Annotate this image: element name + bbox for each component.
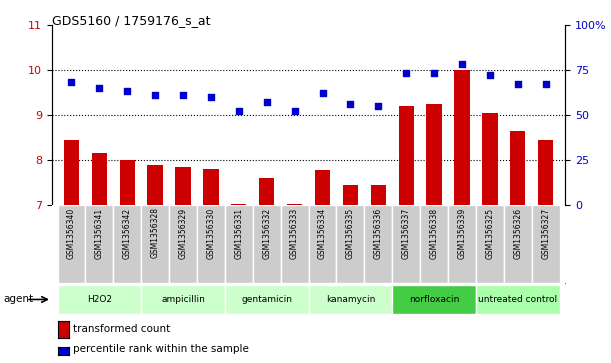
Text: kanamycin: kanamycin <box>326 295 375 304</box>
Point <box>485 72 495 78</box>
Bar <box>197 205 225 283</box>
Bar <box>175 167 191 205</box>
Text: untreated control: untreated control <box>478 295 557 304</box>
Text: norfloxacin: norfloxacin <box>409 295 459 304</box>
Bar <box>231 204 246 205</box>
Bar <box>225 205 253 283</box>
Bar <box>510 131 525 205</box>
Bar <box>343 185 358 205</box>
Bar <box>120 160 135 205</box>
Bar <box>398 106 414 205</box>
Bar <box>392 285 476 314</box>
Text: GSM1356338: GSM1356338 <box>430 207 439 258</box>
Text: GSM1356341: GSM1356341 <box>95 207 104 258</box>
Text: H2O2: H2O2 <box>87 295 112 304</box>
Point <box>345 101 355 107</box>
Bar <box>92 154 107 205</box>
Bar <box>538 140 554 205</box>
Text: GSM1356329: GSM1356329 <box>178 207 188 258</box>
Point <box>401 70 411 76</box>
Text: GSM1356326: GSM1356326 <box>513 207 522 258</box>
Text: GSM1356325: GSM1356325 <box>485 207 494 258</box>
Text: GSM1356330: GSM1356330 <box>207 207 216 259</box>
Text: GSM1356339: GSM1356339 <box>458 207 466 259</box>
Bar <box>280 205 309 283</box>
Bar <box>57 285 141 314</box>
Bar <box>141 285 225 314</box>
Bar <box>315 170 330 205</box>
Point <box>67 79 76 85</box>
Text: GSM1356334: GSM1356334 <box>318 207 327 259</box>
Point <box>457 61 467 66</box>
Bar <box>420 205 448 283</box>
Text: GSM1356331: GSM1356331 <box>235 207 243 258</box>
Point <box>429 70 439 76</box>
Bar <box>64 140 79 205</box>
Bar <box>364 205 392 283</box>
Bar <box>337 205 364 283</box>
Text: GSM1356342: GSM1356342 <box>123 207 132 258</box>
Bar <box>169 205 197 283</box>
Point <box>122 87 132 93</box>
Text: percentile rank within the sample: percentile rank within the sample <box>73 344 249 354</box>
Bar <box>147 165 163 205</box>
Point <box>373 103 383 109</box>
Bar <box>476 205 504 283</box>
Point <box>290 108 299 114</box>
Bar <box>482 113 497 205</box>
Text: GSM1356328: GSM1356328 <box>151 207 159 258</box>
Text: GSM1356333: GSM1356333 <box>290 207 299 259</box>
Point <box>95 85 104 91</box>
Point <box>262 99 272 105</box>
Point <box>541 81 551 87</box>
Bar <box>455 70 470 205</box>
Point <box>150 92 160 98</box>
Bar <box>203 169 219 205</box>
Bar <box>476 285 560 314</box>
Bar <box>86 205 113 283</box>
Text: agent: agent <box>3 294 33 305</box>
Bar <box>532 205 560 283</box>
Text: GSM1356327: GSM1356327 <box>541 207 550 258</box>
Text: GSM1356336: GSM1356336 <box>374 207 382 259</box>
Point <box>206 94 216 100</box>
Text: GSM1356332: GSM1356332 <box>262 207 271 258</box>
Bar <box>113 205 141 283</box>
Text: transformed count: transformed count <box>73 323 170 334</box>
Point <box>513 81 522 87</box>
Point <box>318 90 327 96</box>
Bar <box>141 205 169 283</box>
Bar <box>253 205 280 283</box>
Bar <box>225 285 309 314</box>
Bar <box>504 205 532 283</box>
Bar <box>259 178 274 205</box>
Bar <box>392 205 420 283</box>
Text: GSM1356340: GSM1356340 <box>67 207 76 259</box>
Point <box>234 108 244 114</box>
Bar <box>309 205 337 283</box>
Text: GSM1356335: GSM1356335 <box>346 207 355 259</box>
Text: GDS5160 / 1759176_s_at: GDS5160 / 1759176_s_at <box>52 15 210 28</box>
Bar <box>371 185 386 205</box>
Bar <box>287 204 302 205</box>
Point <box>178 92 188 98</box>
Text: ampicillin: ampicillin <box>161 295 205 304</box>
Bar <box>309 285 392 314</box>
Text: gentamicin: gentamicin <box>241 295 292 304</box>
Bar <box>426 104 442 205</box>
Text: GSM1356337: GSM1356337 <box>401 207 411 259</box>
Bar <box>57 205 86 283</box>
Bar <box>448 205 476 283</box>
